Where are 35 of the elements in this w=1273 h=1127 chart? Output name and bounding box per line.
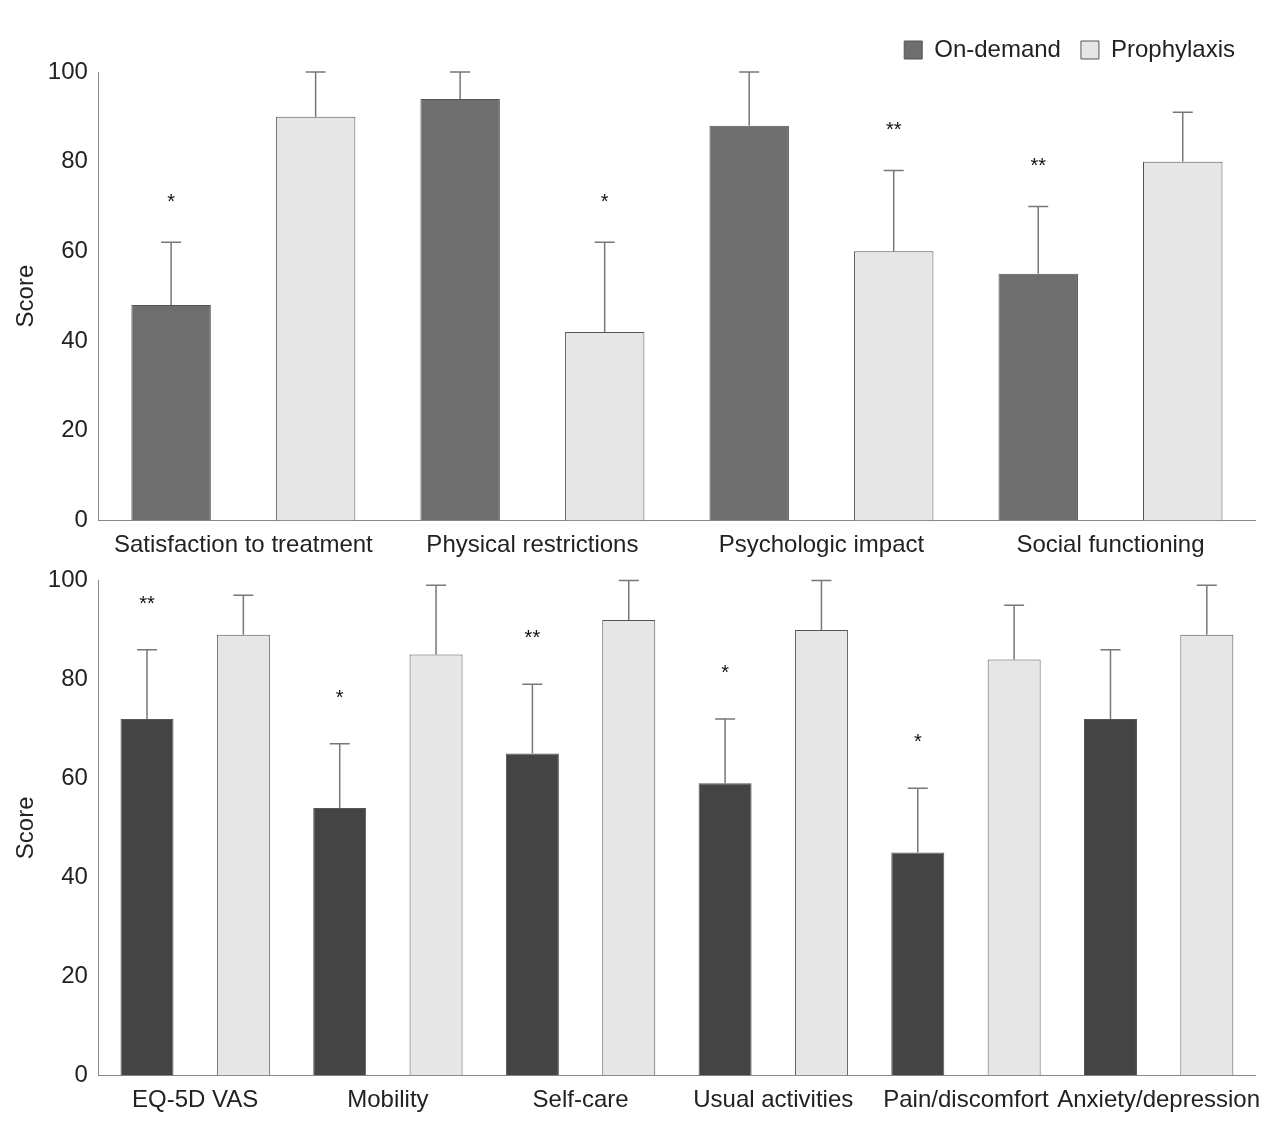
y-tick-label: 80 xyxy=(61,663,88,691)
x-tick-label: EQ-5D VAS xyxy=(132,1085,259,1113)
x-tick-label: Pain/discomfort xyxy=(883,1085,1049,1113)
y-tick-label: 80 xyxy=(61,146,88,174)
y-tick-label: 40 xyxy=(61,325,88,353)
x-tick-label: Self-care xyxy=(532,1085,629,1113)
y-axis-title: Score xyxy=(11,796,39,860)
y-tick-label: 100 xyxy=(47,56,88,84)
x-tick-label: Mobility xyxy=(347,1085,429,1113)
annotation: ** xyxy=(885,118,902,141)
y-tick-label: 60 xyxy=(61,235,88,263)
x-tick-label: Satisfaction to treatment xyxy=(113,530,374,558)
annotation: * xyxy=(600,189,609,212)
y-tick-label: 20 xyxy=(61,960,88,988)
annotation: ** xyxy=(524,626,541,649)
legend-label: On-demand xyxy=(934,34,1061,62)
x-tick-label: Anxiety/depression xyxy=(1057,1085,1261,1113)
y-tick-label: 0 xyxy=(74,1059,88,1087)
annotation: * xyxy=(335,685,344,708)
annotation: ** xyxy=(1030,153,1047,176)
x-tick-label: Psychologic impact xyxy=(718,530,925,558)
y-tick-label: 20 xyxy=(61,415,88,443)
y-tick-label: 100 xyxy=(47,565,88,593)
y-tick-label: 0 xyxy=(74,504,88,532)
annotation: * xyxy=(167,189,176,212)
x-tick-label: Physical restrictions xyxy=(426,530,639,558)
x-tick-label: Social functioning xyxy=(1016,530,1205,558)
annotation: ** xyxy=(139,591,156,614)
y-tick-label: 60 xyxy=(61,762,88,790)
legend-label: Prophylaxis xyxy=(1110,34,1236,62)
x-tick-label: Usual activities xyxy=(693,1085,854,1113)
y-axis-title: Score xyxy=(11,264,39,328)
annotation: * xyxy=(721,660,730,683)
y-tick-label: 40 xyxy=(61,861,88,889)
annotation: * xyxy=(913,730,922,753)
